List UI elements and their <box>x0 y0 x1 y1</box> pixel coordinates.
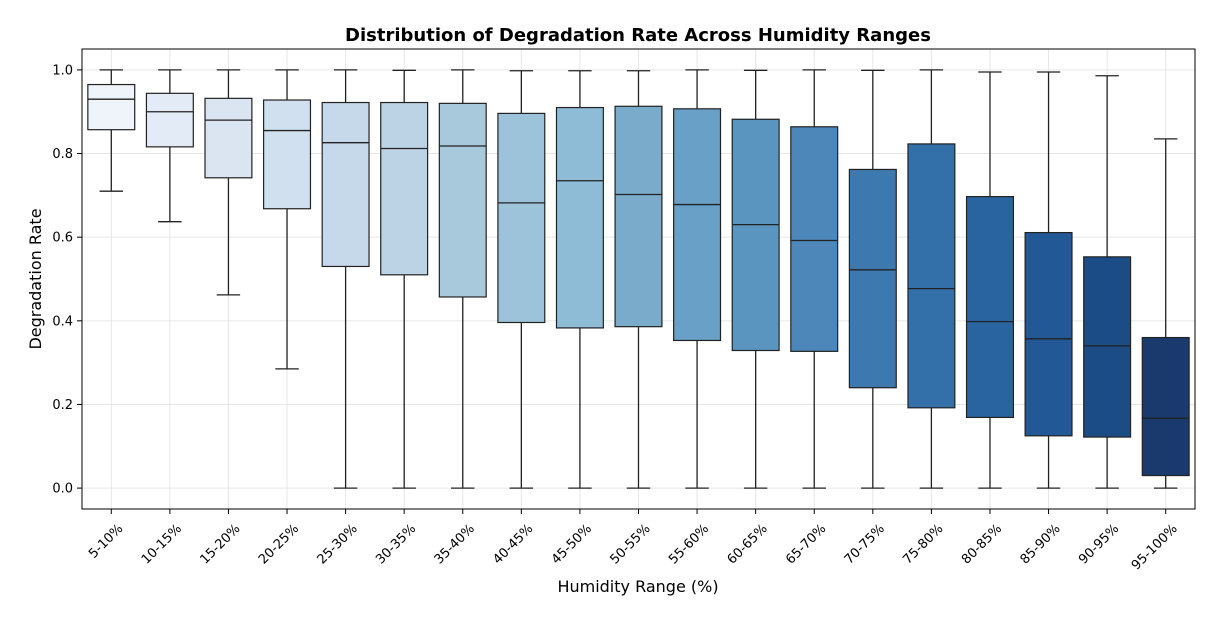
box-80-85% <box>965 71 1015 489</box>
iqr-box <box>790 126 839 352</box>
x-tick-label: 90-95% <box>1076 521 1122 567</box>
box-20-25% <box>262 69 312 370</box>
iqr-box <box>731 118 780 352</box>
x-tick-label: 85-90% <box>1018 521 1064 567</box>
y-tick-label: 0.4 <box>52 314 73 329</box>
x-axis-ticks: 5-10% 10-15% 15-20% 20-25% 25-30% 30-35% 35-40… <box>86 509 1181 573</box>
box-25-30% <box>321 69 370 489</box>
box-15-20% <box>204 69 253 296</box>
box-70-75% <box>848 69 897 489</box>
x-tick-label: 5-10% <box>86 521 126 561</box>
iqr-box <box>555 106 604 329</box>
iqr-box <box>965 196 1015 419</box>
x-tick-label: 20-25% <box>256 521 302 567</box>
iqr-box <box>1024 231 1073 437</box>
y-tick-label: 0.0 <box>52 482 73 497</box>
y-tick-label: 0.8 <box>52 147 73 162</box>
box-30-35% <box>380 69 429 489</box>
x-tick-label: 40-45% <box>490 521 536 567</box>
box-10-15% <box>145 69 194 223</box>
iqr-box <box>145 92 194 148</box>
box-50-55% <box>614 70 663 489</box>
iqr-box <box>1141 336 1190 477</box>
box-40-45% <box>497 70 546 489</box>
box-65-70% <box>790 69 839 489</box>
iqr-box <box>848 168 897 389</box>
x-tick-label: 15-20% <box>197 521 243 567</box>
iqr-box <box>673 108 722 342</box>
box-45-50% <box>555 70 604 489</box>
x-tick-label: 65-70% <box>783 521 829 567</box>
x-tick-label: 70-75% <box>842 521 888 567</box>
box-60-65% <box>731 69 780 489</box>
chart-title: Distribution of Degradation Rate Across … <box>345 25 931 46</box>
iqr-box <box>497 112 546 324</box>
y-tick-label: 0.6 <box>52 231 73 246</box>
iqr-box <box>438 102 487 298</box>
box-5-10% <box>87 69 136 192</box>
y-axis-ticks: 0.0 0.2 0.4 0.6 0.8 1.0 <box>52 63 82 497</box>
iqr-box <box>87 83 136 131</box>
iqr-box <box>1083 256 1132 438</box>
x-tick-label: 50-55% <box>607 521 653 567</box>
box-75-80% <box>907 69 956 489</box>
y-tick-label: 0.2 <box>52 398 73 413</box>
x-tick-label: 10-15% <box>139 521 185 567</box>
box-90-95% <box>1083 75 1132 489</box>
x-tick-label: 95-100% <box>1129 521 1181 573</box>
x-tick-label: 35-40% <box>432 521 478 567</box>
x-tick-label: 30-35% <box>373 521 419 567</box>
y-tick-label: 1.0 <box>52 63 73 78</box>
box-55-60% <box>673 69 722 489</box>
y-axis-label: Degradation Rate <box>26 208 45 349</box>
iqr-box <box>614 105 663 328</box>
iqr-box <box>262 99 312 210</box>
box-layer <box>87 69 1190 489</box>
box-85-90% <box>1024 71 1073 489</box>
x-tick-label: 25-30% <box>315 521 361 567</box>
x-tick-label: 60-65% <box>725 521 771 567</box>
box-95-100% <box>1141 138 1190 489</box>
x-axis-label: Humidity Range (%) <box>557 577 718 596</box>
iqr-box <box>907 143 956 409</box>
x-tick-label: 55-60% <box>666 521 712 567</box>
x-tick-label: 75-80% <box>900 521 946 567</box>
iqr-box <box>380 101 429 276</box>
box-35-40% <box>438 69 487 489</box>
x-tick-label: 45-50% <box>549 521 595 567</box>
iqr-box <box>321 101 370 268</box>
iqr-box <box>204 97 253 179</box>
x-tick-label: 80-85% <box>959 521 1005 567</box>
